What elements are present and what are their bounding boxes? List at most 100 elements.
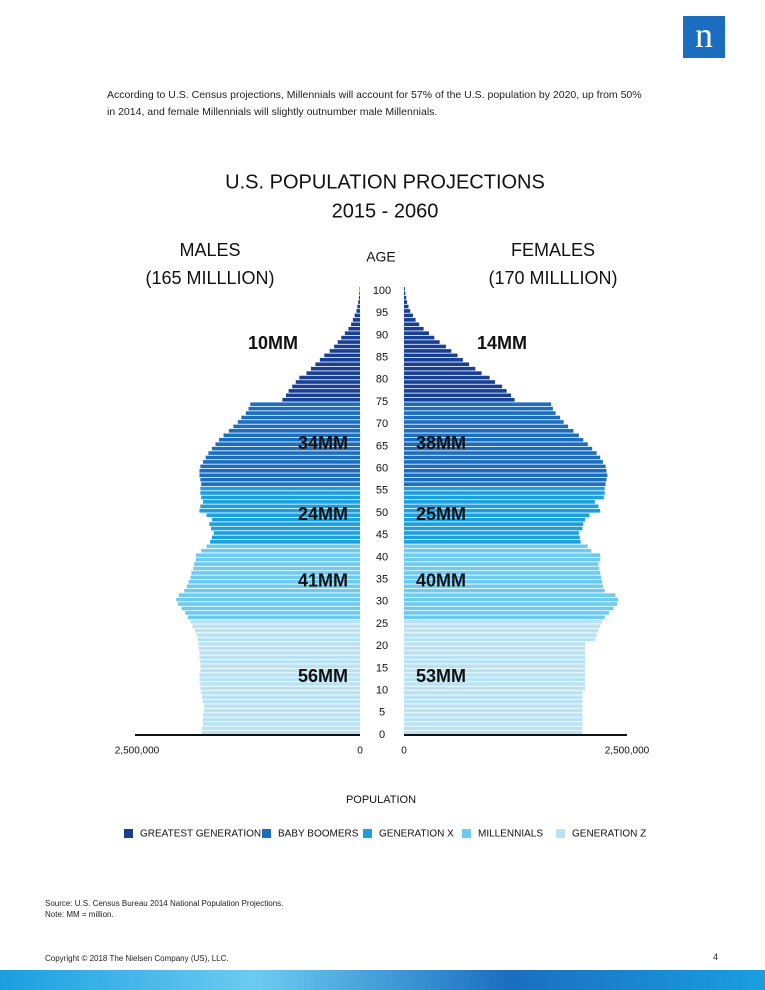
female-bar <box>404 318 416 322</box>
male-group-label: 41MM <box>298 571 348 591</box>
male-bar <box>334 344 360 349</box>
female-bar <box>404 619 603 624</box>
male-bar <box>200 477 360 482</box>
female-bar <box>404 455 601 460</box>
age-tick-label: 100 <box>373 285 391 297</box>
male-bar <box>215 442 360 446</box>
male-bar <box>233 424 360 429</box>
left-total: (165 MILLLION) <box>145 268 274 288</box>
female-bar <box>404 300 408 304</box>
chart: U.S. POPULATION PROJECTIONS 2015 - 2060 … <box>115 171 650 840</box>
male-bar <box>201 691 360 695</box>
female-bar <box>404 469 607 473</box>
female-bar <box>404 637 595 642</box>
male-bar <box>193 566 360 571</box>
male-bar <box>196 633 360 637</box>
male-bar <box>194 562 360 566</box>
female-group-label: 40MM <box>416 571 466 591</box>
female-bar <box>404 593 616 597</box>
male-bar <box>178 602 360 606</box>
male-bar <box>237 420 360 424</box>
female-bar <box>404 642 586 646</box>
male-bar <box>211 517 360 522</box>
female-x-tick-label: 0 <box>401 746 407 757</box>
female-bar <box>404 415 561 420</box>
female-bar <box>404 344 446 349</box>
female-bar <box>404 389 507 393</box>
female-bar <box>404 513 590 518</box>
male-bar <box>192 624 360 629</box>
female-bar <box>404 326 424 331</box>
female-bar <box>404 353 458 358</box>
male-bar <box>344 331 360 335</box>
legend-swatch <box>462 829 471 838</box>
male-bar <box>203 699 360 704</box>
female-bar <box>404 433 579 438</box>
male-bar <box>186 584 360 589</box>
female-bar <box>404 380 495 384</box>
female-bar <box>404 651 586 655</box>
female-bar <box>404 571 601 575</box>
page-number: 4 <box>713 952 719 962</box>
male-bar <box>292 384 360 389</box>
male-bar <box>200 686 360 691</box>
female-group-label: 38MM <box>416 433 466 453</box>
male-bar <box>181 606 360 611</box>
female-bar <box>404 668 586 673</box>
male-bar <box>206 513 360 518</box>
female-bar <box>404 495 604 500</box>
chart-title: U.S. POPULATION PROJECTIONS <box>225 171 545 193</box>
male-x-tick-label: 0 <box>357 746 363 757</box>
female-bar <box>404 522 584 526</box>
male-bar <box>211 446 360 451</box>
female-bar <box>404 295 407 300</box>
male-bar <box>248 406 360 411</box>
chart-subtitle: 2015 - 2060 <box>332 200 439 222</box>
male-bar <box>176 597 360 602</box>
male-bar <box>295 380 360 384</box>
female-bar <box>404 726 583 731</box>
female-bar <box>404 486 605 491</box>
male-group-label: 56MM <box>298 666 348 686</box>
male-bar <box>357 304 360 309</box>
male-bar <box>199 651 360 655</box>
male-bar <box>198 646 360 651</box>
female-bar <box>404 411 556 415</box>
female-bar <box>404 659 586 664</box>
female-bar <box>404 677 586 682</box>
female-bar <box>404 358 463 362</box>
male-bar <box>319 358 360 362</box>
legend-label: MILLENNIALS <box>478 829 543 840</box>
male-bar <box>337 340 360 344</box>
female-bar <box>404 566 600 571</box>
age-tick-label: 5 <box>379 707 385 719</box>
male-group-label: 10MM <box>248 333 298 353</box>
female-bar <box>404 313 413 318</box>
age-tick-label: 30 <box>376 596 388 608</box>
female-bar <box>404 309 411 313</box>
male-bar <box>288 389 360 393</box>
male-bar <box>219 437 360 442</box>
female-bar <box>404 655 586 660</box>
age-tick-label: 35 <box>376 574 388 586</box>
female-bar <box>404 335 435 340</box>
legend-swatch <box>124 829 133 838</box>
logo-box <box>683 16 725 58</box>
male-bar <box>250 402 360 407</box>
male-bar <box>200 504 360 509</box>
age-tick-label: 40 <box>376 551 388 563</box>
male-bar <box>358 300 360 304</box>
female-bar <box>404 633 597 637</box>
female-bar <box>404 562 599 566</box>
male-bar <box>199 673 360 677</box>
male-bar <box>282 397 360 402</box>
male-bar <box>199 473 360 478</box>
male-bar <box>178 593 360 597</box>
right-label: FEMALES <box>511 240 595 260</box>
female-bar <box>404 451 597 455</box>
female-bar <box>404 286 405 291</box>
male-bar <box>191 571 360 575</box>
male-bar <box>223 433 360 438</box>
male-bar <box>203 500 360 504</box>
female-bar <box>404 695 583 700</box>
